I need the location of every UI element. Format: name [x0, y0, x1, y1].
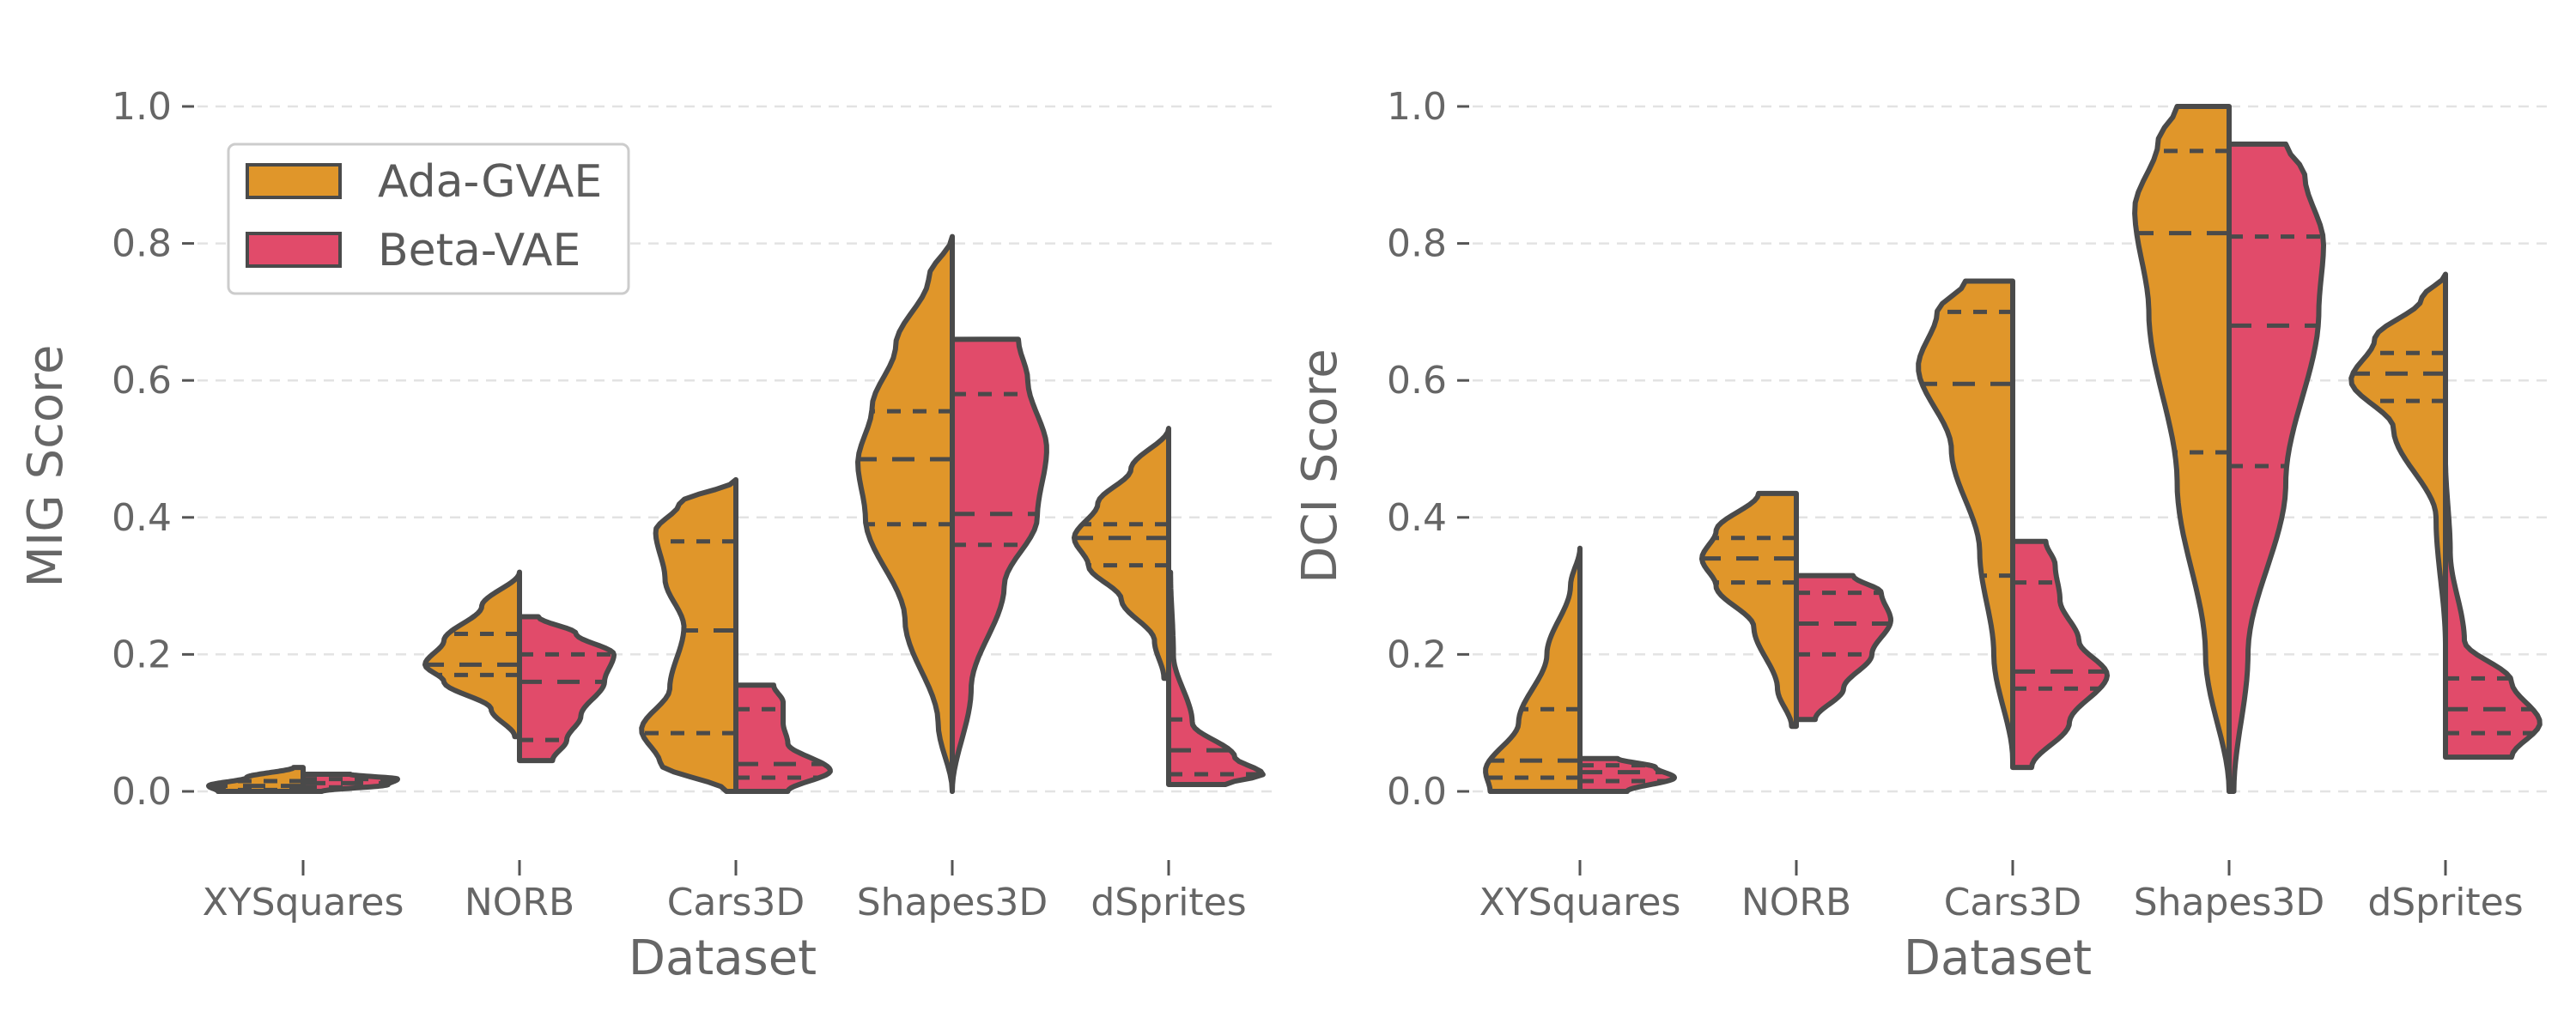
legend-label-ada-gvae: Ada-GVAE — [378, 156, 602, 208]
y-tick-label: 0.8 — [112, 222, 172, 266]
violin-beta-vae-dsprites — [2443, 456, 2543, 760]
violin-beta-vae-shapes3d — [2227, 141, 2326, 794]
violin-beta-vae-norb — [517, 614, 617, 764]
y-tick-label: 0.2 — [1387, 633, 1447, 676]
violin-beta-vae-cars3d — [2010, 538, 2110, 771]
y-tick-label: 0.8 — [1387, 222, 1447, 266]
violin-beta-vae-norb — [1794, 573, 1893, 723]
violin-ada-gvae-norb — [1699, 490, 1799, 730]
violin-ada-gvae-shapes3d — [855, 233, 955, 794]
y-tick-label: 0.4 — [1387, 496, 1447, 540]
y-tick-label: 1.0 — [1387, 85, 1447, 129]
y-axis-title: DCI Score — [1292, 348, 1348, 583]
x-tick-label-norb: NORB — [465, 881, 574, 924]
mig-violin-chart: MIG Score Dataset 0.0 0.2 0.4 0.6 0.8 1.0 XYSq… — [18, 85, 1275, 986]
y-axis-title: MIG Score — [18, 345, 74, 588]
y-tick-label: 0.6 — [1387, 359, 1447, 403]
x-axis-title: Dataset — [629, 930, 817, 986]
dci-violin-chart: DCI Score Dataset 0.0 0.2 0.4 0.6 0.8 1.0 XYSq… — [1292, 85, 2550, 986]
x-tick-label-norb: NORB — [1741, 881, 1851, 924]
violin-ada-gvae-shapes3d — [2132, 104, 2232, 794]
x-tick-label-shapes3d: Shapes3D — [857, 881, 1048, 924]
y-tick-label: 0.2 — [112, 633, 172, 676]
violin-ada-gvae-dsprites — [2348, 271, 2448, 647]
violin-ada-gvae-cars3d — [639, 476, 738, 794]
x-tick-label-xysquares: XYSquares — [203, 881, 404, 924]
legend-label-beta-vae: Beta-VAE — [378, 225, 580, 276]
y-tick-label: 0.6 — [112, 359, 172, 403]
violin-ada-gvae-cars3d — [1916, 278, 2015, 764]
violin-beta-vae-cars3d — [733, 682, 833, 794]
x-tick-label-dsprites: dSprites — [2367, 881, 2523, 924]
x-axis-title: Dataset — [1904, 930, 2092, 986]
violin-ada-gvae-dsprites — [1072, 426, 1171, 682]
x-tick-label-xysquares: XYSquares — [1479, 881, 1681, 924]
legend-swatch-ada-gvae — [246, 163, 342, 199]
x-tick-label-shapes3d: Shapes3D — [2134, 881, 2325, 924]
y-tick-label: 0.4 — [112, 496, 172, 540]
x-tick-label-cars3d: Cars3D — [1944, 881, 2082, 924]
violin-ada-gvae-xysquares — [1483, 545, 1583, 794]
violin-beta-vae-shapes3d — [950, 336, 1049, 794]
violin-ada-gvae-norb — [422, 569, 522, 740]
x-tick-label-dsprites: dSprites — [1091, 881, 1246, 924]
y-tick-label: 0.0 — [112, 770, 172, 814]
y-tick-label: 0.0 — [1387, 770, 1447, 814]
legend-swatch-beta-vae — [246, 232, 342, 268]
legend: Ada-GVAE Beta-VAE — [227, 142, 630, 295]
x-tick-label-cars3d: Cars3D — [667, 881, 805, 924]
y-tick-label: 1.0 — [112, 85, 172, 129]
violin-beta-vae-xysquares — [1577, 755, 1677, 794]
violin-beta-vae-dsprites — [1166, 569, 1266, 788]
